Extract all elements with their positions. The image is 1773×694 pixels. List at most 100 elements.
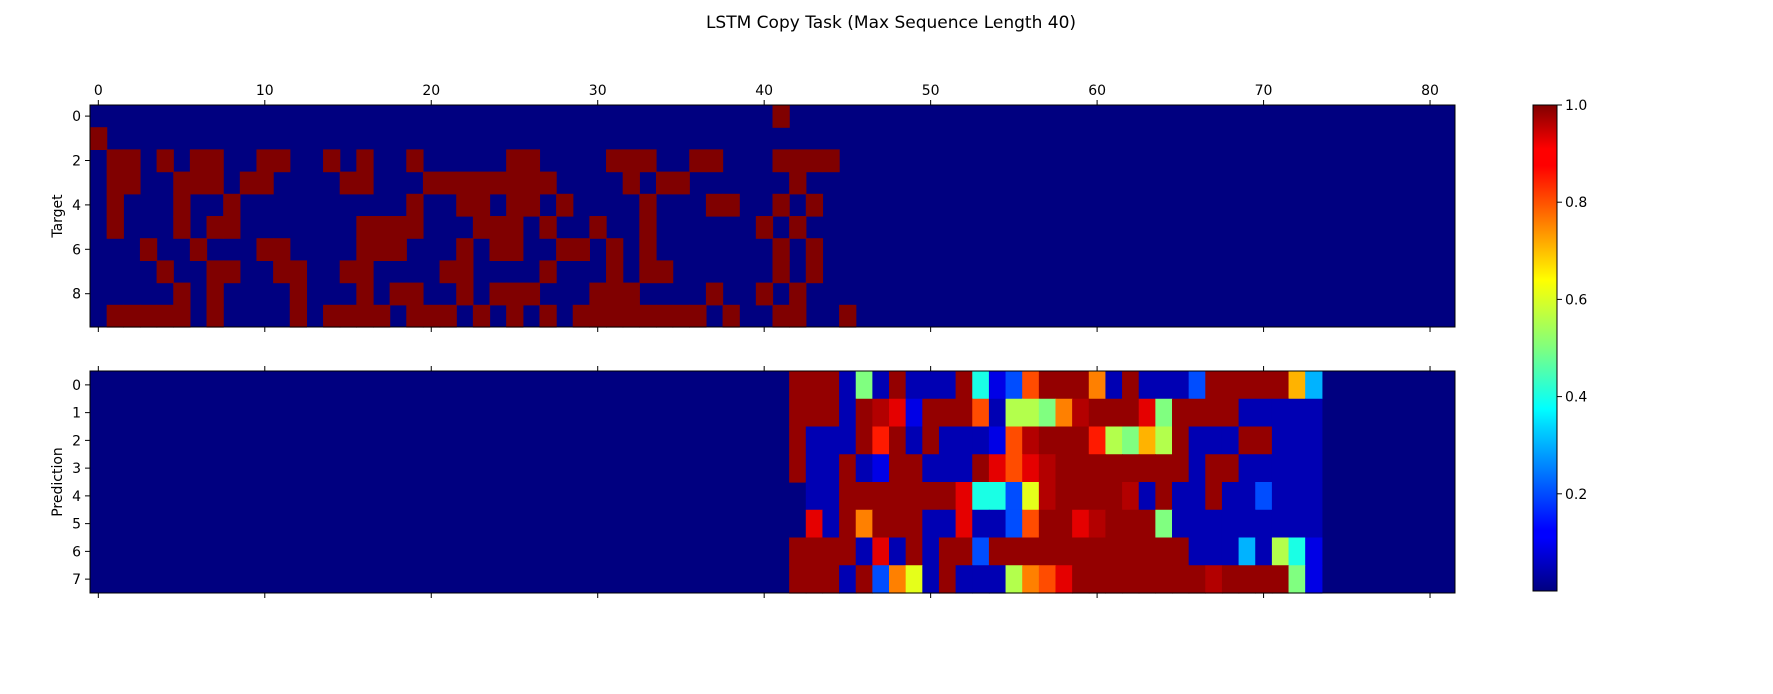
prediction-cell [905, 565, 923, 594]
target-cell [789, 171, 807, 195]
target-cell [789, 216, 807, 239]
target-ylabel: Target [50, 194, 66, 239]
prediction-cell [789, 371, 807, 400]
target-cell [772, 105, 790, 128]
target-cell [106, 171, 124, 195]
target-cell [705, 282, 724, 306]
prediction-cell [1155, 398, 1173, 428]
prediction-cell [988, 371, 1007, 400]
target-cell [789, 304, 807, 328]
prediction-cell [1271, 482, 1290, 511]
prediction-cell [889, 537, 907, 566]
prediction-cell [1038, 565, 1057, 594]
prediction-cell [1038, 398, 1057, 428]
prediction-cell [1155, 454, 1173, 483]
prediction-cell [822, 454, 840, 483]
target-cell [522, 282, 541, 306]
prediction-cell [1138, 371, 1156, 400]
target-cell [406, 149, 424, 173]
target-cell [439, 304, 457, 328]
prediction-cell [972, 537, 990, 566]
prediction-cell [988, 537, 1007, 566]
x-tick-label: 10 [256, 83, 274, 99]
target-cell [506, 282, 524, 306]
target-cell [639, 238, 657, 261]
prediction-cell [1122, 537, 1140, 566]
target-cell [705, 149, 724, 173]
prediction-cell [872, 482, 890, 511]
target-cell [506, 171, 524, 195]
target-cell [239, 171, 258, 195]
prediction-cell [1072, 454, 1090, 483]
target-cell [606, 304, 624, 328]
target-cell [456, 260, 474, 284]
prediction-cell [1022, 454, 1040, 483]
prediction-cell [1022, 482, 1040, 511]
target-cell [572, 304, 590, 328]
prediction-cell [938, 482, 957, 511]
target-cell [672, 304, 690, 328]
target-cell [539, 260, 557, 284]
prediction-cell [1072, 371, 1090, 400]
prediction-cell [938, 509, 957, 539]
prediction-cell [855, 565, 873, 594]
target-cell [156, 149, 174, 173]
y-tick-label: 7 [72, 572, 81, 588]
prediction-cell [789, 398, 807, 428]
prediction-cell [988, 509, 1007, 539]
y-tick-label: 2 [72, 433, 81, 449]
prediction-cell [805, 537, 824, 566]
target-cell [622, 282, 640, 306]
target-cell [789, 282, 807, 306]
prediction-cell [955, 371, 973, 400]
prediction-cell [872, 426, 890, 455]
prediction-cell [1022, 398, 1040, 428]
prediction-cell [1105, 565, 1123, 594]
target-cell [406, 193, 424, 217]
target-cell [722, 304, 740, 328]
prediction-cell [855, 454, 873, 483]
prediction-cell [1288, 371, 1306, 400]
prediction-cell [1005, 565, 1023, 594]
target-cell [206, 149, 224, 173]
prediction-cell [972, 371, 990, 400]
target-cell [356, 304, 374, 328]
prediction-cell [889, 371, 907, 400]
prediction-cell [1088, 426, 1107, 455]
prediction-cell [1271, 398, 1290, 428]
prediction-cell [872, 537, 890, 566]
target-cell [472, 193, 491, 217]
target-cell [589, 304, 607, 328]
target-cell [356, 149, 374, 173]
target-cell [339, 304, 357, 328]
prediction-cell [1255, 371, 1273, 400]
target-cell [156, 260, 174, 284]
prediction-cell [789, 537, 807, 566]
prediction-cell [1288, 454, 1306, 483]
target-cell [389, 238, 407, 261]
prediction-cell [1188, 426, 1206, 455]
prediction-cell [1205, 426, 1223, 455]
target-cell [655, 260, 674, 284]
prediction-cell [1088, 537, 1107, 566]
prediction-cell [1255, 509, 1273, 539]
target-cell [422, 171, 441, 195]
colorbar: 0.2 0.4 0.6 0.8 1.0 [1532, 98, 1587, 592]
prediction-cell [855, 482, 873, 511]
prediction-cell [822, 509, 840, 539]
prediction-cell [1072, 482, 1090, 511]
target-cell [139, 304, 158, 328]
prediction-cell [789, 426, 807, 455]
prediction-cell [988, 565, 1007, 594]
prediction-cell [1122, 482, 1140, 511]
prediction-cell [822, 537, 840, 566]
prediction-cell [1255, 537, 1273, 566]
target-cell [372, 216, 391, 239]
prediction-cell [938, 371, 957, 400]
prediction-cell [805, 509, 824, 539]
prediction-cell [988, 454, 1007, 483]
prediction-cell [1038, 482, 1057, 511]
prediction-cell [1088, 482, 1107, 511]
prediction-cell [1271, 426, 1290, 455]
y-tick-label: 4 [72, 489, 81, 505]
